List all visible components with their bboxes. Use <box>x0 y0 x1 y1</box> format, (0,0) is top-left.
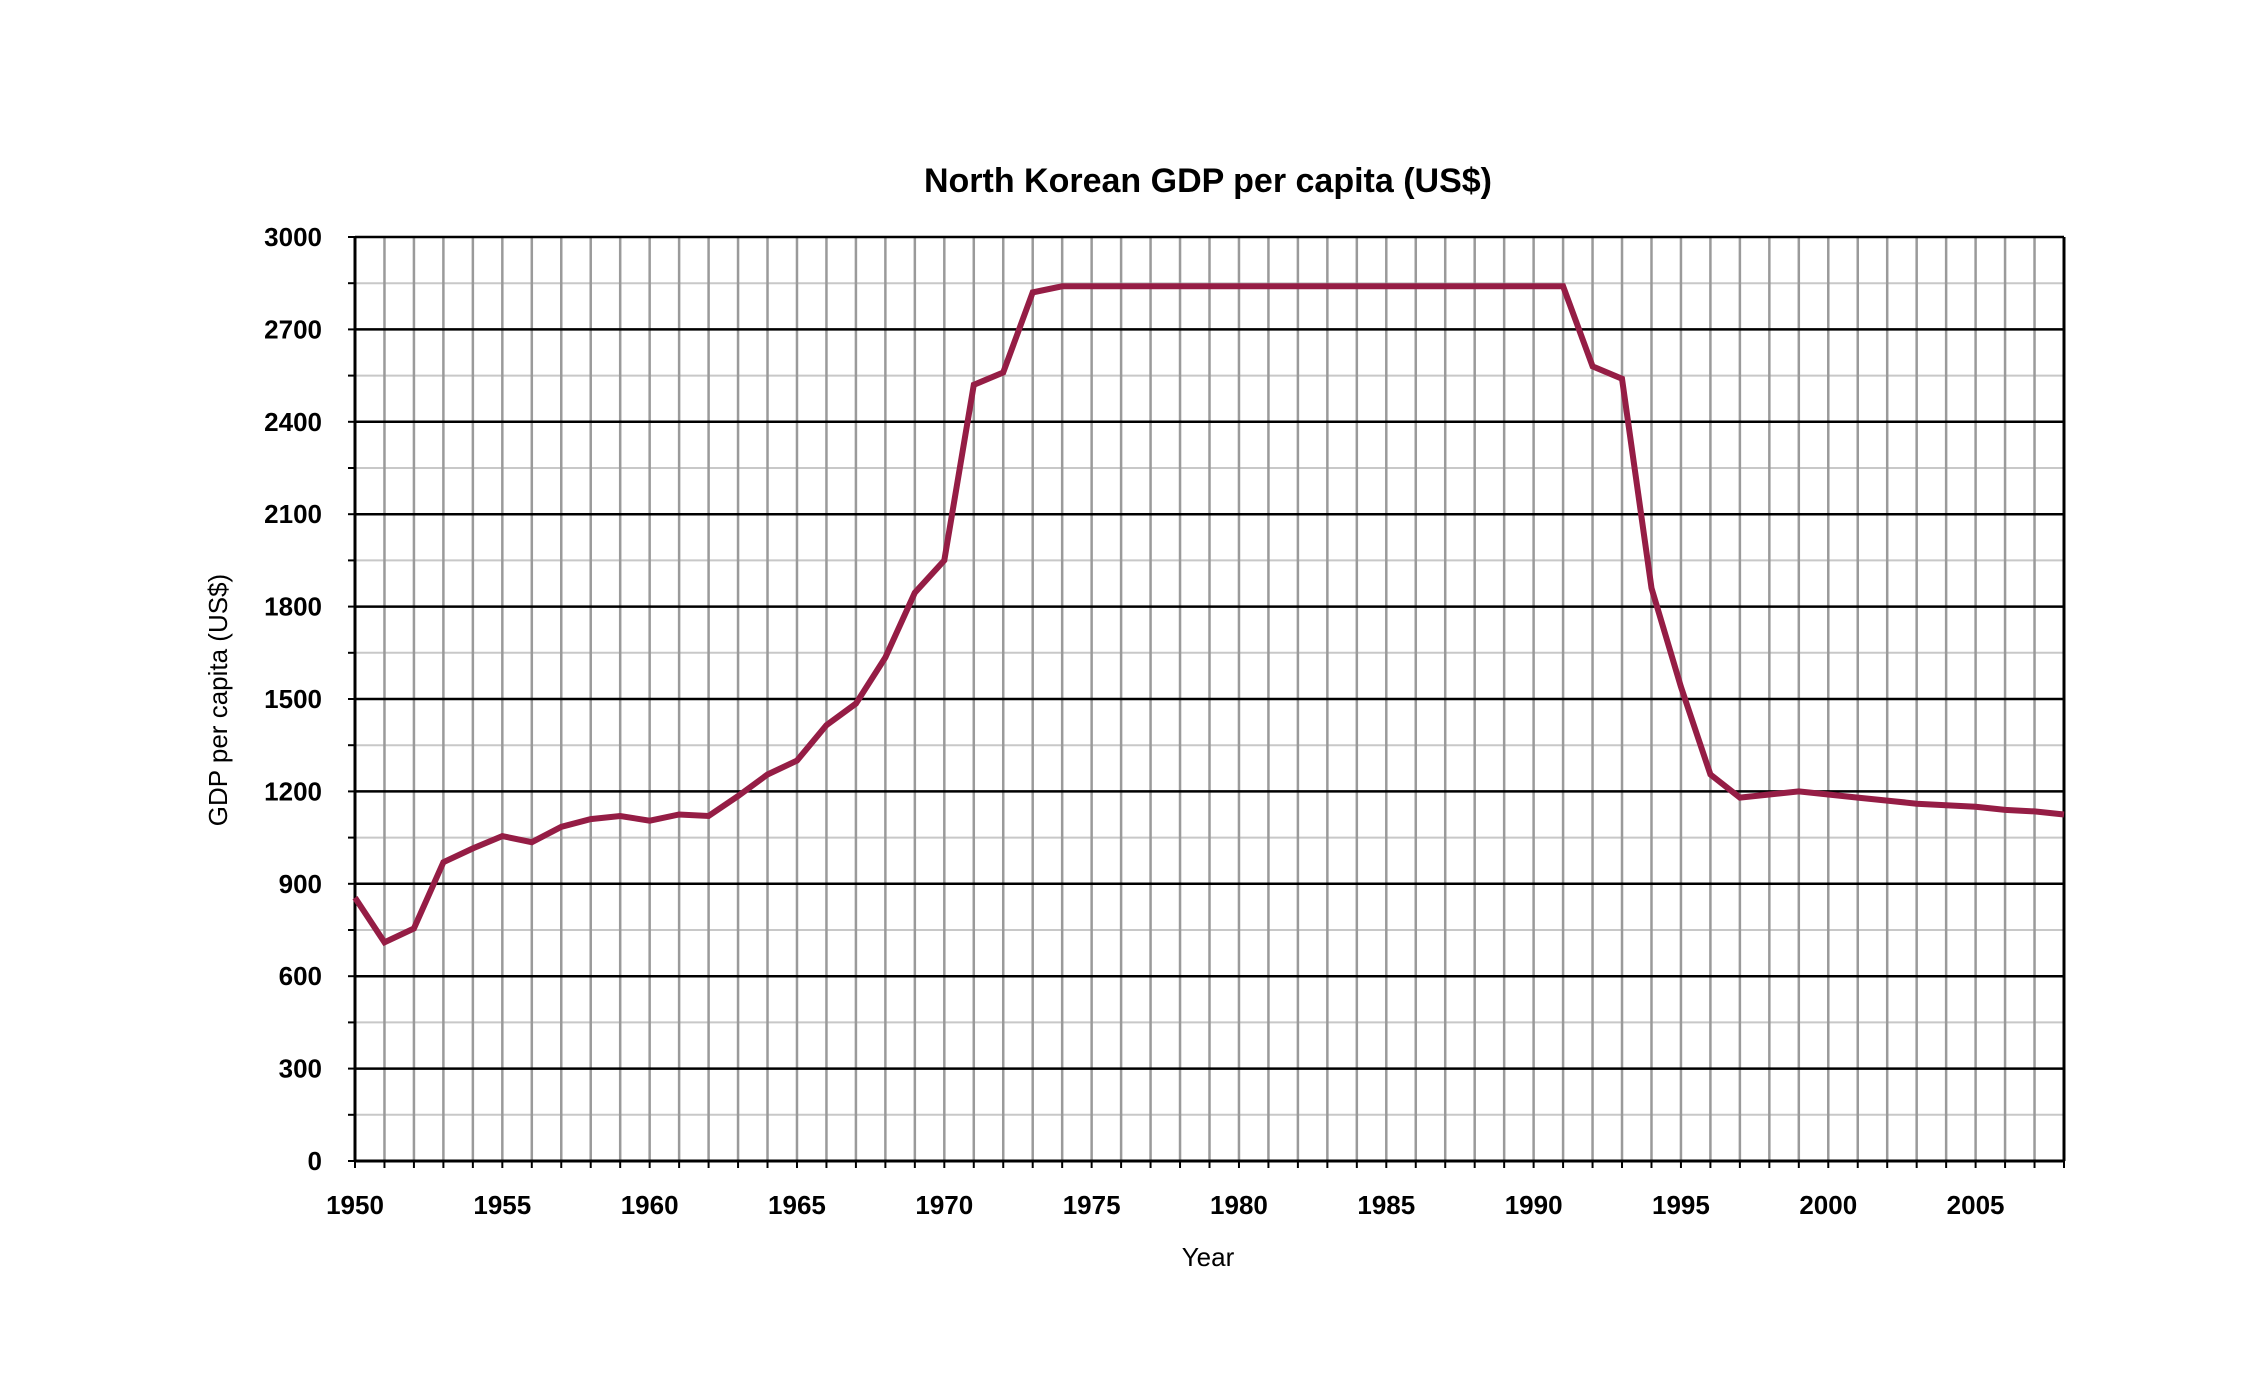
x-tick-label: 1965 <box>768 1190 826 1220</box>
y-tick-label: 300 <box>279 1054 322 1084</box>
y-tick-label: 3000 <box>264 222 322 252</box>
x-tick-label: 2005 <box>1947 1190 2005 1220</box>
chart-title: North Korean GDP per capita (US$) <box>924 162 1492 200</box>
y-tick-label: 0 <box>308 1146 322 1176</box>
x-tick-label: 1970 <box>915 1190 973 1220</box>
axis-ticks: 0 300 600 900 1200 1500 1800 2100 2400 2700 3000 19… <box>264 222 2066 1220</box>
x-tick-label: 2000 <box>1799 1190 1857 1220</box>
y-tick-label: 1800 <box>264 592 322 622</box>
x-tick-label: 1995 <box>1652 1190 1710 1220</box>
x-tick-label: 1960 <box>621 1190 679 1220</box>
y-tick-label: 2400 <box>264 407 322 437</box>
x-tick-label: 1955 <box>473 1190 531 1220</box>
series-layer <box>352 283 2065 947</box>
x-tick-label: 1980 <box>1210 1190 1268 1220</box>
x-tick-label: 1990 <box>1505 1190 1563 1220</box>
x-tick-label: 1950 <box>326 1190 384 1220</box>
x-axis-label: Year <box>1182 1242 1235 1272</box>
y-axis-label: GDP per capita (US$) <box>203 574 233 826</box>
y-tick-label: 1500 <box>264 684 322 714</box>
y-tick-label: 2100 <box>264 499 322 529</box>
grid <box>353 235 2066 1163</box>
y-tick-label: 2700 <box>264 314 322 344</box>
y-tick-label: 900 <box>279 869 322 899</box>
y-tick-label: 600 <box>279 961 322 991</box>
x-tick-label: 1975 <box>1063 1190 1121 1220</box>
x-tick-label: 1985 <box>1357 1190 1415 1220</box>
y-tick-label: 1200 <box>264 776 322 806</box>
